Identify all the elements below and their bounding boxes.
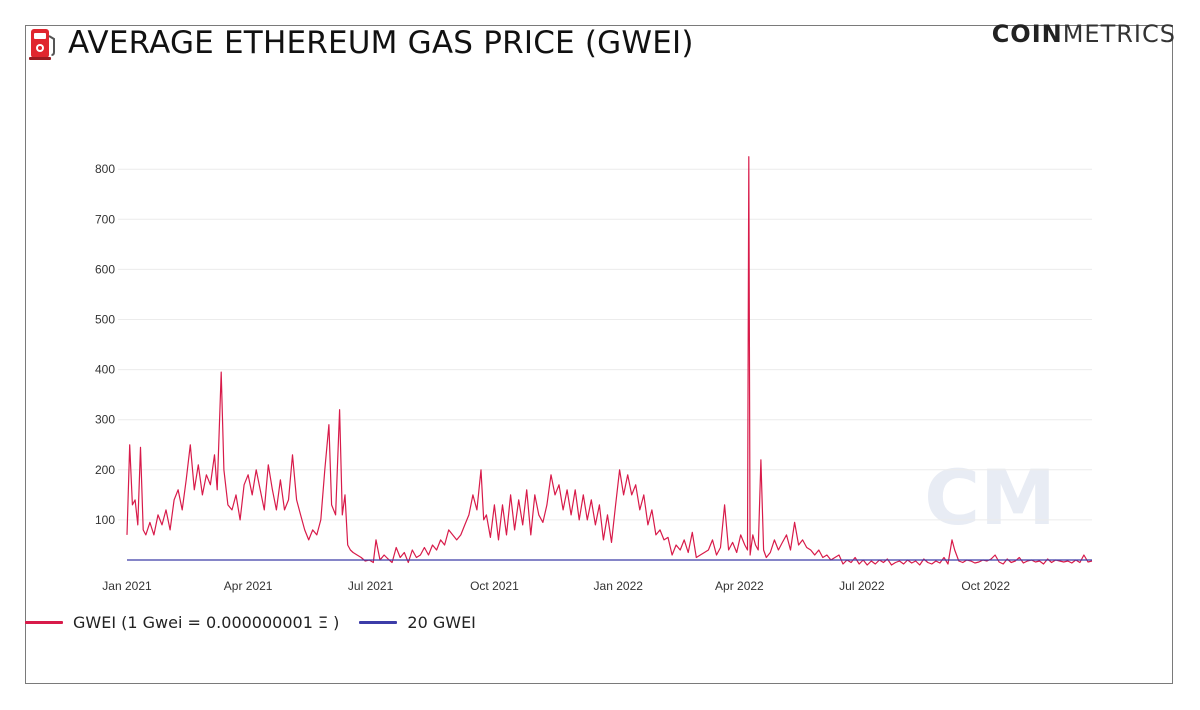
x-tick-label: Jul 2022 bbox=[839, 579, 885, 593]
y-axis: 100 200 300 400 500 600 700 800 bbox=[95, 162, 115, 527]
y-tick-label: 300 bbox=[95, 413, 115, 427]
chart-frame bbox=[25, 25, 1173, 684]
legend-label-gwei: GWEI (1 Gwei = 0.000000001 Ξ ) bbox=[73, 613, 340, 632]
y-tick-label: 700 bbox=[95, 212, 115, 226]
y-tick-label: 400 bbox=[95, 363, 115, 377]
coinmetrics-logo: COINMETRICS bbox=[992, 20, 1176, 48]
y-tick-label: 800 bbox=[95, 162, 115, 176]
x-tick-label: Oct 2022 bbox=[961, 579, 1010, 593]
legend-item-gwei[interactable]: GWEI (1 Gwei = 0.000000001 Ξ ) bbox=[25, 613, 339, 632]
x-tick-label: Jan 2021 bbox=[102, 579, 152, 593]
y-tick-label: 500 bbox=[95, 313, 115, 327]
fuel-pump-icon bbox=[29, 29, 55, 60]
x-axis: Jan 2021 Apr 2021 Jul 2021 Oct 2021 Jan 2022… bbox=[102, 579, 1010, 593]
brand-bold-text: COIN bbox=[991, 20, 1063, 48]
series-line-gwei bbox=[126, 156, 1093, 566]
cm-watermark: CM bbox=[924, 453, 1055, 542]
x-tick-label: Jul 2021 bbox=[348, 579, 394, 593]
grid-layer bbox=[118, 168, 1092, 521]
legend-label-20-gwei: 20 GWEI bbox=[407, 613, 476, 632]
brand-light-text: METRICS bbox=[1062, 20, 1176, 48]
x-tick-label: Apr 2022 bbox=[715, 579, 764, 593]
legend-item-20-gwei[interactable]: 20 GWEI bbox=[359, 613, 476, 632]
x-tick-label: Oct 2021 bbox=[470, 579, 519, 593]
legend-swatch-gwei bbox=[25, 621, 63, 624]
chart-title: AVERAGE ETHEREUM GAS PRICE (GWEI) bbox=[68, 25, 694, 61]
chart-header: AVERAGE ETHEREUM GAS PRICE (GWEI) bbox=[28, 25, 694, 61]
y-tick-label: 100 bbox=[95, 513, 115, 527]
x-tick-label: Apr 2021 bbox=[224, 579, 273, 593]
y-tick-label: 600 bbox=[95, 262, 115, 276]
y-tick-label: 200 bbox=[95, 463, 115, 477]
x-tick-label: Jan 2022 bbox=[594, 579, 644, 593]
legend: GWEI (1 Gwei = 0.000000001 Ξ ) 20 GWEI bbox=[25, 613, 496, 632]
legend-swatch-20-gwei bbox=[359, 621, 398, 624]
